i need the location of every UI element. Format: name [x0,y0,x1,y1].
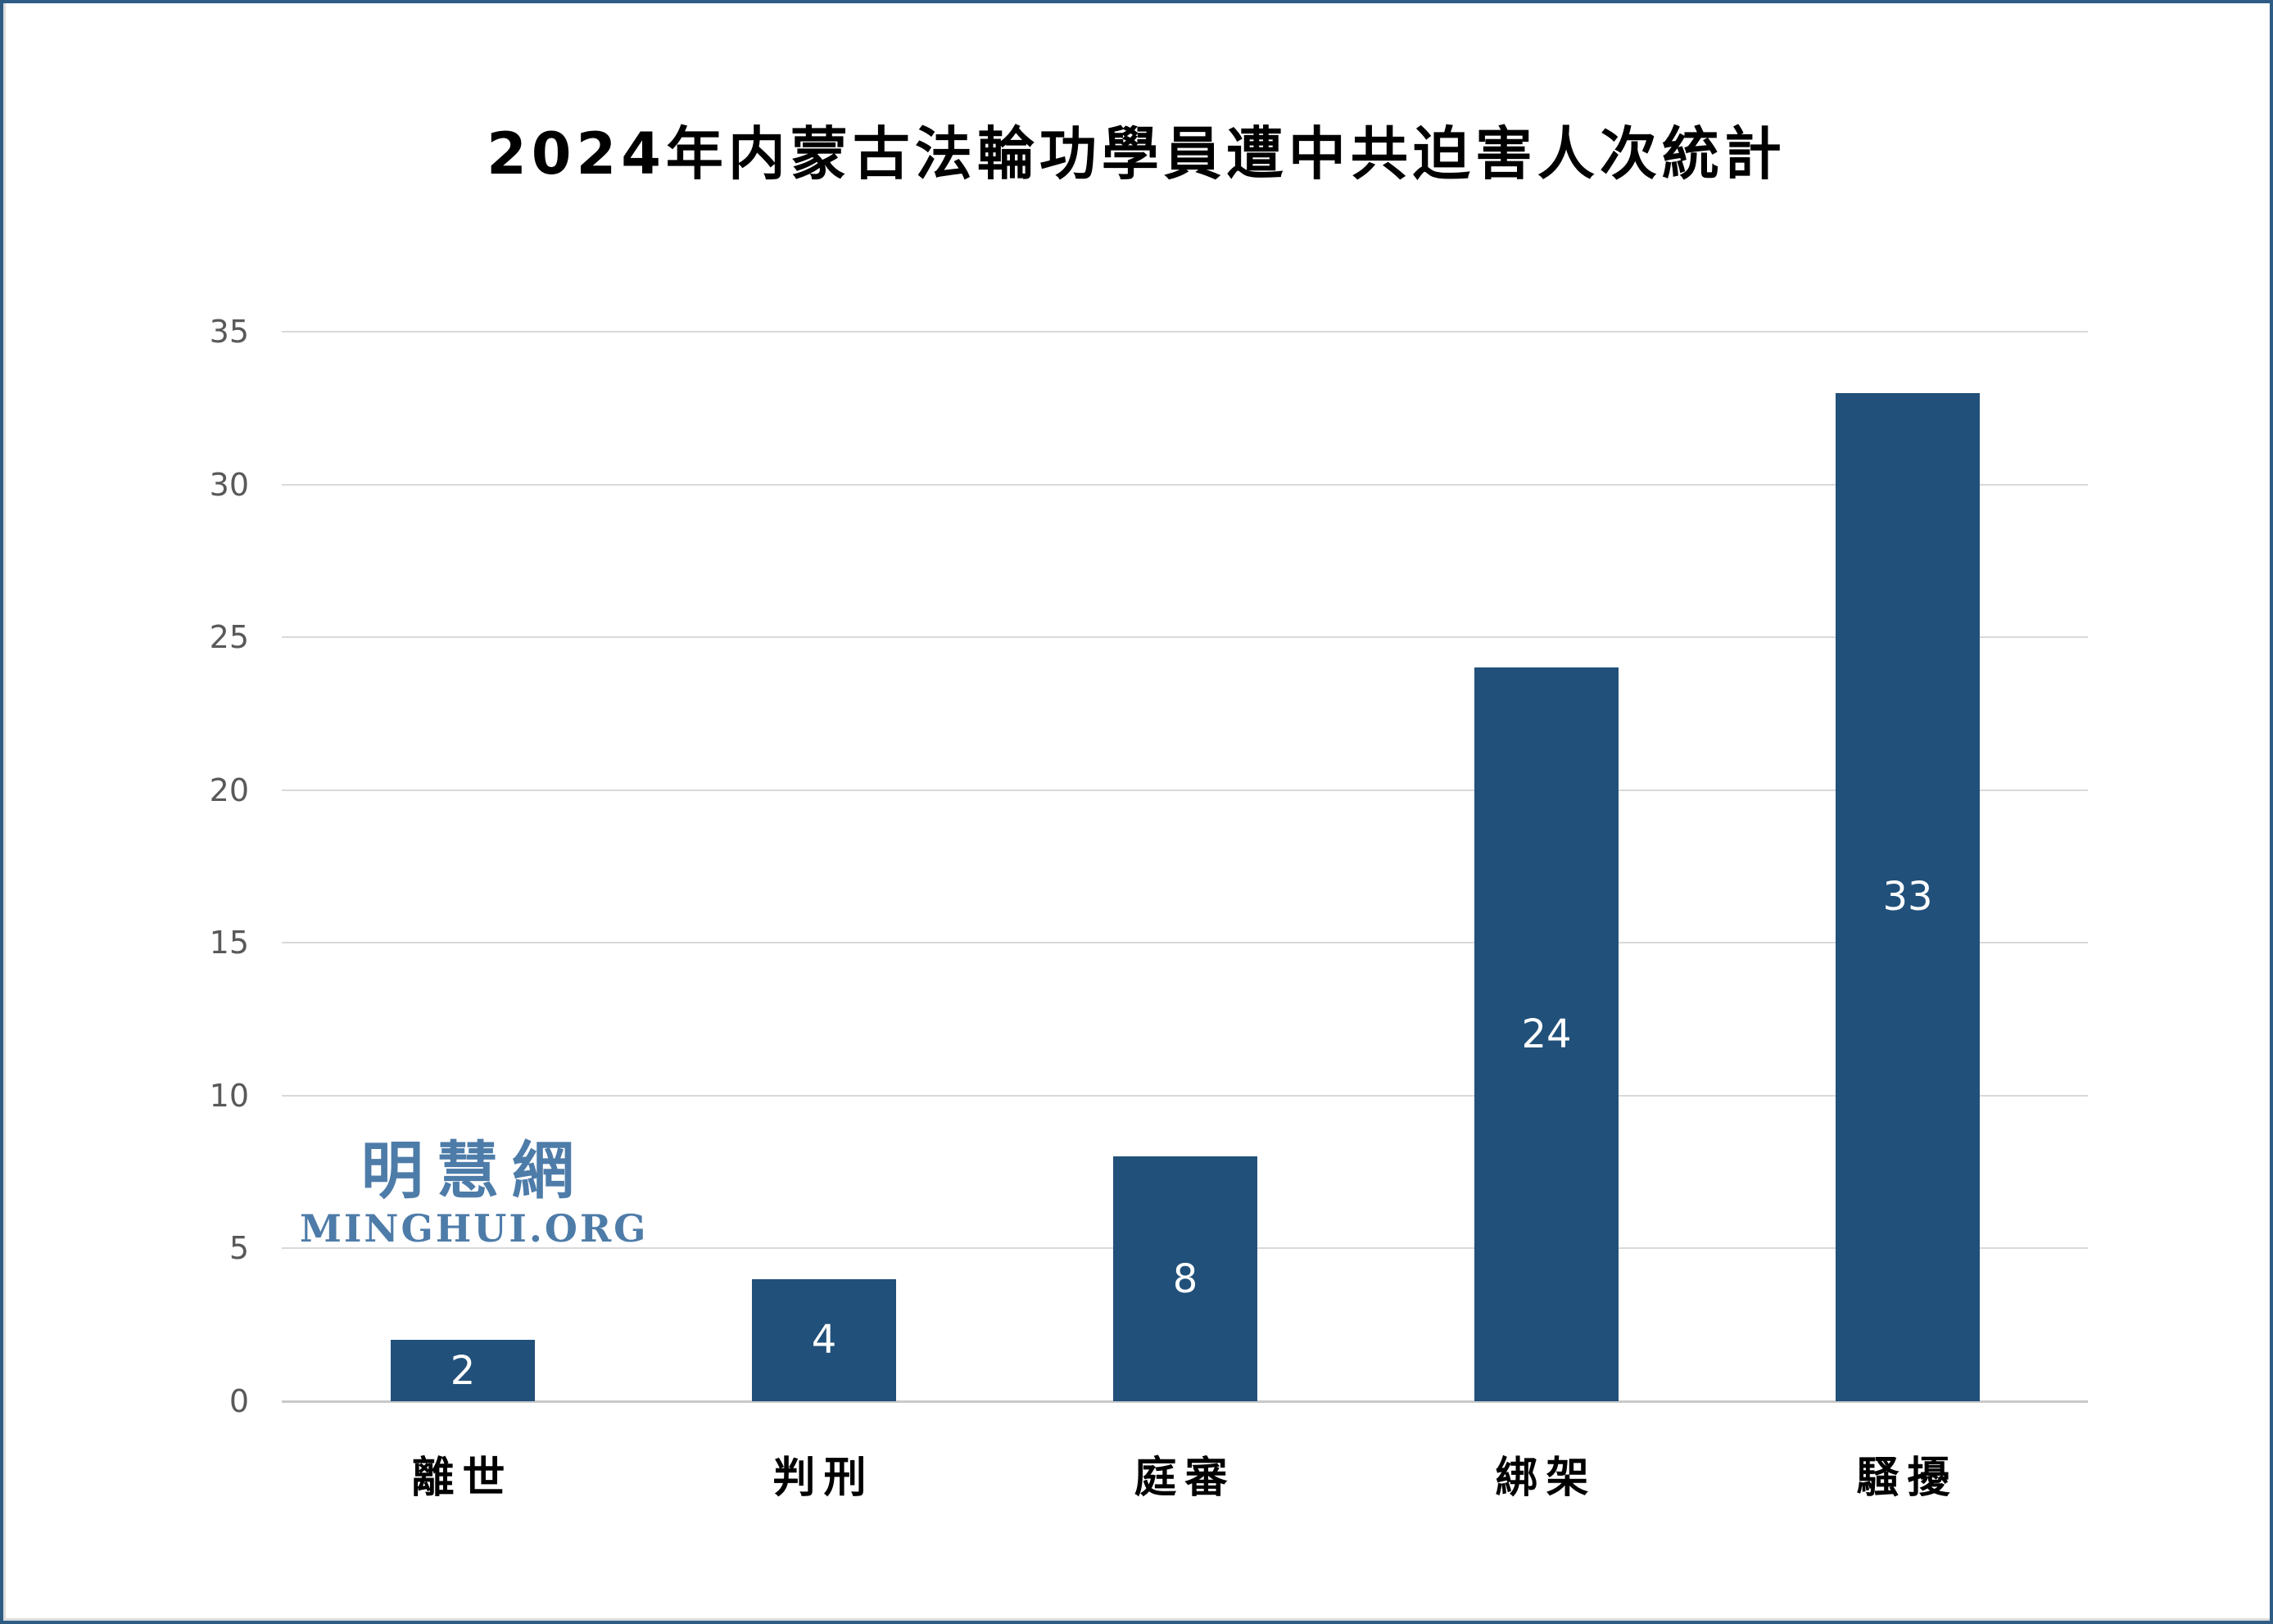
gridline [282,484,2088,486]
bar-2 [752,1279,896,1401]
y-axis-tick-label: 30 [209,467,249,503]
bar-value-label: 24 [1521,1011,1572,1057]
bar-4 [1474,667,1619,1401]
gridline [282,331,2088,332]
minghui-watermark: 明慧網 MINGHUI.ORG [300,1134,649,1251]
category-label: 庭審 [1134,1454,1236,1503]
y-axis-tick-label: 15 [209,925,249,961]
category-label: 判刑 [772,1454,875,1503]
y-axis-tick-label: 25 [209,619,249,655]
chart-title: 2024年内蒙古法輪功學員遭中共迫害人次統計 [487,120,1786,188]
y-axis-tick-label: 20 [209,772,249,808]
bar-value-label: 4 [811,1317,837,1363]
gridline [282,942,2088,943]
gridline [282,789,2088,791]
category-label: 騷擾 [1856,1454,1958,1503]
watermark-latin-text: MINGHUI.ORG [300,1206,649,1251]
bar-1 [391,1340,535,1401]
y-axis-tick-label: 0 [229,1383,249,1419]
bar-value-label: 2 [450,1348,476,1394]
y-axis-tick-label: 5 [229,1230,249,1266]
bar-5 [1836,393,1980,1401]
gridline [282,1095,2088,1097]
bar-value-label: 8 [1172,1256,1198,1302]
y-axis-tick-label: 35 [209,314,249,350]
category-label: 離世 [411,1454,514,1503]
gridline [282,636,2088,638]
category-label: 綁架 [1495,1454,1597,1503]
bar-value-label: 33 [1882,874,1933,920]
watermark-chinese-text: 明慧網 [360,1134,587,1207]
x-axis-line [282,1400,2088,1403]
bar-3 [1113,1156,1257,1401]
y-axis-tick-label: 10 [209,1078,249,1114]
